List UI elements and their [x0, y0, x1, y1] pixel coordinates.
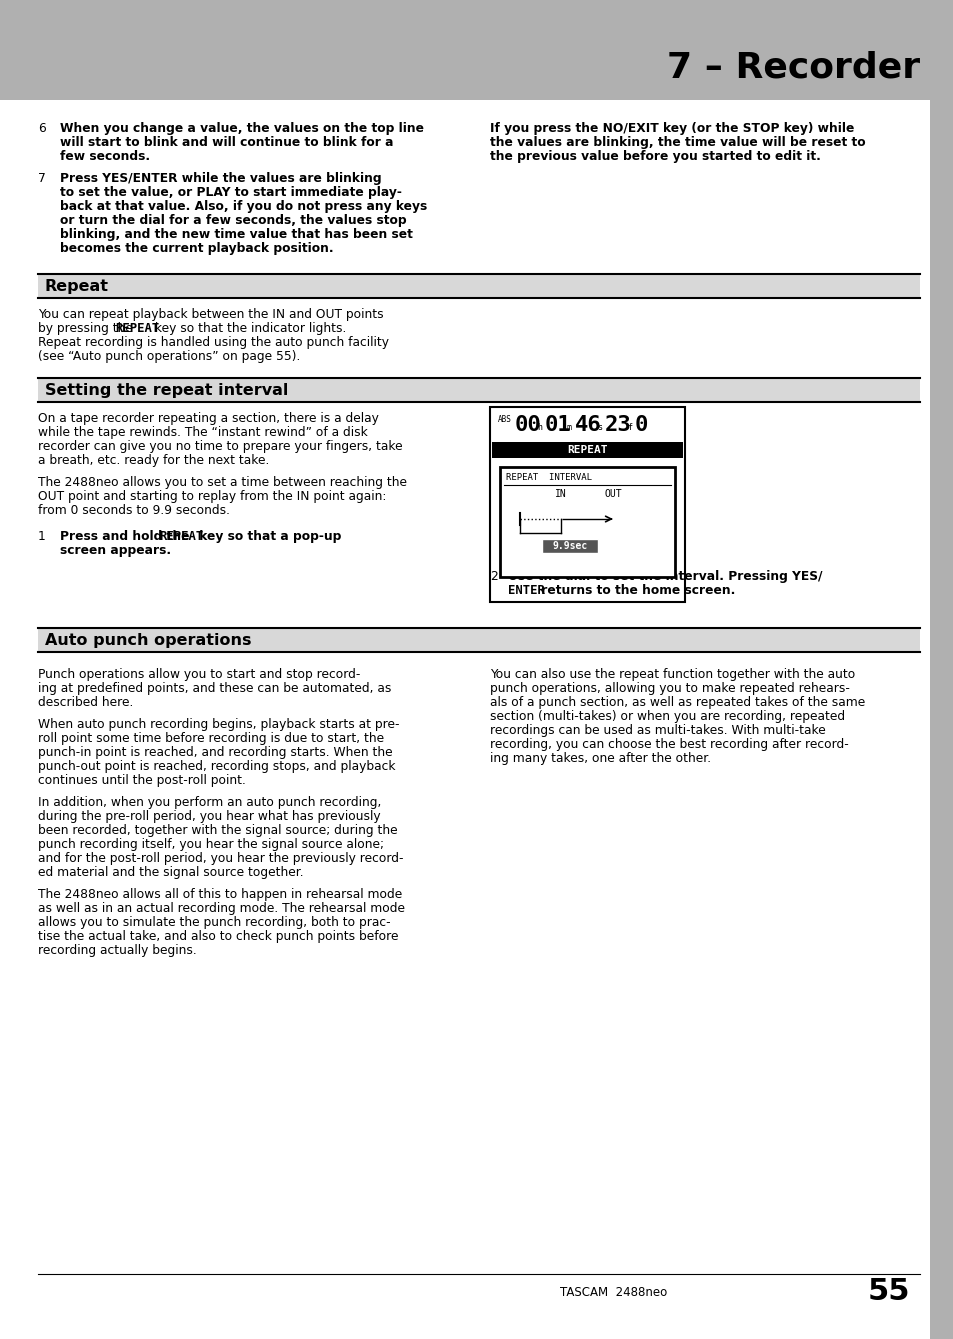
Text: Repeat recording is handled using the auto punch facility: Repeat recording is handled using the au… — [38, 336, 389, 349]
Text: key so that the indicator lights.: key so that the indicator lights. — [151, 321, 346, 335]
Text: REPEAT: REPEAT — [567, 445, 607, 455]
Text: recording actually begins.: recording actually begins. — [38, 944, 196, 957]
Text: Use the dial to set the interval. Pressing YES/: Use the dial to set the interval. Pressi… — [507, 570, 821, 582]
Text: 0: 0 — [635, 415, 648, 435]
Text: recorder can give you no time to prepare your fingers, take: recorder can give you no time to prepare… — [38, 441, 402, 453]
Text: the previous value before you started to edit it.: the previous value before you started to… — [490, 150, 820, 163]
Text: 00: 00 — [515, 415, 541, 435]
Text: the values are blinking, the time value will be reset to: the values are blinking, the time value … — [490, 137, 864, 149]
Text: punch-in point is reached, and recording starts. When the: punch-in point is reached, and recording… — [38, 746, 393, 759]
Text: 01: 01 — [544, 415, 571, 435]
Text: ABS: ABS — [497, 415, 512, 424]
Text: 23: 23 — [604, 415, 631, 435]
Text: been recorded, together with the signal source; during the: been recorded, together with the signal … — [38, 823, 397, 837]
Text: from 0 seconds to 9.9 seconds.: from 0 seconds to 9.9 seconds. — [38, 503, 230, 517]
Text: 7: 7 — [38, 171, 46, 185]
Bar — [38, 378, 919, 402]
Text: als of a punch section, as well as repeated takes of the same: als of a punch section, as well as repea… — [490, 696, 864, 708]
Text: Repeat: Repeat — [45, 279, 109, 293]
Bar — [490, 407, 684, 603]
Text: f: f — [626, 423, 631, 432]
Text: Punch operations allow you to start and stop record-: Punch operations allow you to start and … — [38, 668, 360, 682]
Text: few seconds.: few seconds. — [60, 150, 150, 163]
Bar — [492, 442, 682, 458]
Bar — [0, 0, 953, 100]
Text: ing at predefined points, and these can be automated, as: ing at predefined points, and these can … — [38, 682, 391, 695]
Bar — [38, 274, 919, 299]
Text: 6: 6 — [38, 122, 46, 135]
Text: during the pre-roll period, you hear what has previously: during the pre-roll period, you hear wha… — [38, 810, 380, 823]
Text: s: s — [597, 423, 601, 432]
Text: Auto punch operations: Auto punch operations — [45, 632, 252, 648]
Text: 46: 46 — [575, 415, 601, 435]
Text: When you change a value, the values on the top line: When you change a value, the values on t… — [60, 122, 423, 135]
Text: ing many takes, one after the other.: ing many takes, one after the other. — [490, 753, 710, 765]
Text: Press and hold the: Press and hold the — [60, 530, 193, 544]
Bar — [38, 628, 919, 652]
Text: recording, you can choose the best recording after record-: recording, you can choose the best recor… — [490, 738, 848, 751]
Text: 9.9sec: 9.9sec — [552, 541, 587, 552]
Text: (see “Auto punch operations” on page 55).: (see “Auto punch operations” on page 55)… — [38, 349, 300, 363]
Text: punch operations, allowing you to make repeated rehears-: punch operations, allowing you to make r… — [490, 682, 849, 695]
Text: screen appears.: screen appears. — [60, 544, 171, 557]
Text: back at that value. Also, if you do not press any keys: back at that value. Also, if you do not … — [60, 200, 427, 213]
Text: The 2488neo allows all of this to happen in rehearsal mode: The 2488neo allows all of this to happen… — [38, 888, 402, 901]
Text: REPEAT: REPEAT — [115, 321, 159, 335]
Text: becomes the current playback position.: becomes the current playback position. — [60, 242, 334, 254]
Text: blinking, and the new time value that has been set: blinking, and the new time value that ha… — [60, 228, 413, 241]
Text: roll point some time before recording is due to start, the: roll point some time before recording is… — [38, 732, 384, 744]
Text: ed material and the signal source together.: ed material and the signal source togeth… — [38, 866, 303, 878]
Text: recordings can be used as multi-takes. With multi-take: recordings can be used as multi-takes. W… — [490, 724, 825, 736]
Text: If you press the NO/EXIT key (or the STOP key) while: If you press the NO/EXIT key (or the STO… — [490, 122, 854, 135]
Text: TASCAM  2488neo: TASCAM 2488neo — [559, 1285, 666, 1299]
Text: 7 – Recorder: 7 – Recorder — [666, 51, 919, 84]
Text: In addition, when you perform an auto punch recording,: In addition, when you perform an auto pu… — [38, 795, 381, 809]
Text: IN: IN — [555, 489, 566, 499]
Text: punch recording itself, you hear the signal source alone;: punch recording itself, you hear the sig… — [38, 838, 384, 852]
Text: to set the value, or PLAY to start immediate play-: to set the value, or PLAY to start immed… — [60, 186, 401, 200]
Bar — [541, 540, 598, 553]
Text: by pressing the: by pressing the — [38, 321, 136, 335]
Text: and for the post-roll period, you hear the previously record-: and for the post-roll period, you hear t… — [38, 852, 403, 865]
Bar — [499, 467, 675, 577]
Text: section (multi-takes) or when you are recording, repeated: section (multi-takes) or when you are re… — [490, 710, 844, 723]
Text: You can repeat playback between the IN and OUT points: You can repeat playback between the IN a… — [38, 308, 383, 321]
Text: key so that a pop-up: key so that a pop-up — [195, 530, 341, 544]
Text: h: h — [537, 423, 541, 432]
Text: described here.: described here. — [38, 696, 133, 708]
Text: 1: 1 — [38, 530, 46, 544]
Text: REPEAT: REPEAT — [159, 530, 204, 544]
Text: OUT: OUT — [604, 489, 622, 499]
Text: 2: 2 — [490, 570, 497, 582]
Text: When auto punch recording begins, playback starts at pre-: When auto punch recording begins, playba… — [38, 718, 399, 731]
Text: continues until the post-roll point.: continues until the post-roll point. — [38, 774, 246, 787]
Text: allows you to simulate the punch recording, both to prac-: allows you to simulate the punch recordi… — [38, 916, 390, 929]
Text: REPEAT  INTERVAL: REPEAT INTERVAL — [505, 473, 592, 482]
Text: tise the actual take, and also to check punch points before: tise the actual take, and also to check … — [38, 931, 398, 943]
Text: while the tape rewinds. The “instant rewind” of a disk: while the tape rewinds. The “instant rew… — [38, 426, 367, 439]
Text: OUT point and starting to replay from the IN point again:: OUT point and starting to replay from th… — [38, 490, 386, 503]
Text: 55: 55 — [866, 1277, 909, 1307]
Text: returns to the home screen.: returns to the home screen. — [537, 584, 735, 597]
Text: ENTER: ENTER — [507, 584, 544, 597]
Text: as well as in an actual recording mode. The rehearsal mode: as well as in an actual recording mode. … — [38, 902, 405, 915]
Text: a breath, etc. ready for the next take.: a breath, etc. ready for the next take. — [38, 454, 269, 467]
Text: Press YES/ENTER while the values are blinking: Press YES/ENTER while the values are bli… — [60, 171, 381, 185]
Text: The 2488neo allows you to set a time between reaching the: The 2488neo allows you to set a time bet… — [38, 475, 407, 489]
Text: You can also use the repeat function together with the auto: You can also use the repeat function tog… — [490, 668, 854, 682]
Text: or turn the dial for a few seconds, the values stop: or turn the dial for a few seconds, the … — [60, 214, 406, 228]
Bar — [929, 0, 953, 1339]
Text: m: m — [566, 423, 572, 432]
Text: punch-out point is reached, recording stops, and playback: punch-out point is reached, recording st… — [38, 761, 395, 773]
Text: On a tape recorder repeating a section, there is a delay: On a tape recorder repeating a section, … — [38, 412, 378, 424]
Text: will start to blink and will continue to blink for a: will start to blink and will continue to… — [60, 137, 393, 149]
Text: Setting the repeat interval: Setting the repeat interval — [45, 383, 288, 398]
